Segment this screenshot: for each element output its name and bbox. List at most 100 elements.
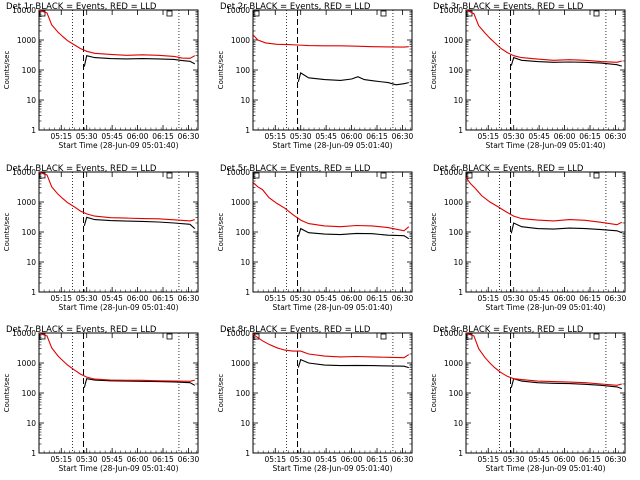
events-series-line bbox=[83, 216, 196, 230]
y-tick-label: 100 bbox=[236, 66, 251, 75]
x-tick-label: 05:15 bbox=[50, 294, 72, 303]
y-axis-label: Counts/sec bbox=[3, 213, 11, 252]
legend-corner-box bbox=[253, 10, 260, 17]
lld-series-line bbox=[466, 333, 622, 386]
x-tick-label: 05:30 bbox=[290, 132, 312, 141]
plot-frame bbox=[465, 332, 626, 454]
y-tick-label: 1 bbox=[458, 126, 463, 135]
legend-corner-box bbox=[593, 333, 600, 340]
x-tick-label: 05:45 bbox=[315, 294, 337, 303]
legend-corner-box bbox=[380, 333, 387, 340]
x-tick-label: 05:45 bbox=[101, 455, 123, 464]
x-tick-label: 06:15 bbox=[579, 455, 601, 464]
x-tick-label: 05:15 bbox=[50, 132, 72, 141]
panel-title: Det 8r BLACK = Events, RED = LLD bbox=[220, 325, 371, 335]
y-axis-label: Counts/sec bbox=[430, 51, 438, 90]
detector-panel: Det 9r BLACK = Events, RED = LLD 1 10 100 10… bbox=[430, 325, 626, 473]
x-tick-label: 05:15 bbox=[264, 294, 286, 303]
y-tick-label: 10000 bbox=[12, 6, 36, 15]
x-axis-label: Start Time (28-Jun-09 05:01:40) bbox=[59, 464, 179, 473]
x-tick-label: 06:15 bbox=[366, 455, 388, 464]
x-tick-label: 06:30 bbox=[178, 455, 200, 464]
plot-frame bbox=[38, 171, 199, 293]
y-tick-label: 1 bbox=[31, 288, 36, 297]
x-tick-label: 06:15 bbox=[152, 294, 174, 303]
y-tick-label: 1000 bbox=[17, 36, 36, 45]
y-tick-label: 1 bbox=[31, 449, 36, 458]
events-series-line bbox=[510, 56, 622, 67]
legend-corner-box bbox=[593, 172, 600, 179]
plot-frame bbox=[38, 9, 199, 131]
panel-title: Det 1r BLACK = Events, RED = LLD bbox=[6, 2, 157, 12]
lld-series-line bbox=[253, 34, 409, 48]
x-tick-label: 05:15 bbox=[477, 455, 499, 464]
legend-corner-box bbox=[166, 333, 173, 340]
panel-title: Det 5r BLACK = Events, RED = LLD bbox=[220, 164, 371, 174]
y-tick-label: 1 bbox=[31, 126, 36, 135]
y-tick-label: 10000 bbox=[12, 168, 36, 177]
x-tick-label: 06:30 bbox=[605, 132, 627, 141]
legend-corner-box bbox=[593, 10, 600, 17]
x-tick-label: 06:30 bbox=[178, 294, 200, 303]
x-axis-label: Start Time (28-Jun-09 05:01:40) bbox=[59, 303, 179, 312]
y-axis-label: Counts/sec bbox=[3, 51, 11, 90]
x-tick-label: 06:15 bbox=[152, 455, 174, 464]
x-tick-label: 06:15 bbox=[366, 294, 388, 303]
events-series-line bbox=[510, 222, 623, 234]
x-axis-label: Start Time (28-Jun-09 05:01:40) bbox=[273, 141, 393, 150]
y-tick-label: 10 bbox=[453, 258, 463, 267]
legend-corner-box bbox=[166, 172, 173, 179]
x-tick-label: 05:30 bbox=[503, 455, 525, 464]
lld-series-line bbox=[253, 181, 410, 232]
x-tick-label: 05:30 bbox=[290, 455, 312, 464]
events-series-line bbox=[297, 227, 410, 240]
x-tick-label: 05:45 bbox=[528, 294, 550, 303]
x-tick-label: 05:30 bbox=[503, 294, 525, 303]
events-series-line bbox=[83, 378, 196, 388]
y-tick-label: 10000 bbox=[439, 6, 463, 15]
y-tick-label: 100 bbox=[22, 228, 37, 237]
y-tick-label: 10000 bbox=[12, 329, 36, 338]
y-tick-label: 10 bbox=[26, 419, 36, 428]
panel-title: Det 2r BLACK = Events, RED = LLD bbox=[220, 2, 371, 12]
detector-panel: Det 4r BLACK = Events, RED = LLD 1 10 100 10… bbox=[3, 164, 199, 312]
legend-corner-box bbox=[253, 333, 260, 340]
y-axis-label: Counts/sec bbox=[217, 213, 225, 252]
x-axis-label: Start Time (28-Jun-09 05:01:40) bbox=[59, 141, 179, 150]
y-tick-label: 1000 bbox=[444, 359, 463, 368]
y-tick-label: 10 bbox=[240, 258, 250, 267]
y-tick-label: 1 bbox=[245, 449, 250, 458]
x-axis-label: Start Time (28-Jun-09 05:01:40) bbox=[486, 464, 606, 473]
x-tick-label: 05:45 bbox=[315, 455, 337, 464]
detector-panel: Det 3r BLACK = Events, RED = LLD 1 10 100 10… bbox=[430, 2, 626, 150]
x-tick-label: 06:30 bbox=[392, 132, 414, 141]
events-series-line bbox=[297, 72, 409, 86]
x-tick-label: 05:30 bbox=[290, 294, 312, 303]
detector-panel: Det 5r BLACK = Events, RED = LLD 1 10 100 10… bbox=[217, 164, 413, 312]
x-tick-label: 06:00 bbox=[341, 294, 363, 303]
y-tick-label: 1000 bbox=[444, 36, 463, 45]
panel-title: Det 9r BLACK = Events, RED = LLD bbox=[433, 325, 584, 335]
x-axis-label: Start Time (28-Jun-09 05:01:40) bbox=[273, 464, 393, 473]
detector-panel: Det 8r BLACK = Events, RED = LLD 1 10 100 10… bbox=[217, 325, 413, 473]
y-tick-label: 10000 bbox=[439, 168, 463, 177]
x-tick-label: 05:30 bbox=[76, 455, 98, 464]
legend-corner-box bbox=[466, 172, 473, 179]
x-tick-label: 06:30 bbox=[605, 294, 627, 303]
events-series-line bbox=[297, 358, 409, 369]
panel-title: Det 4r BLACK = Events, RED = LLD bbox=[6, 164, 157, 174]
x-tick-label: 06:15 bbox=[366, 132, 388, 141]
x-axis-label: Start Time (28-Jun-09 05:01:40) bbox=[486, 303, 606, 312]
plot-frame bbox=[465, 9, 626, 131]
y-tick-label: 100 bbox=[449, 389, 464, 398]
y-tick-label: 100 bbox=[22, 389, 37, 398]
y-tick-label: 1000 bbox=[231, 198, 250, 207]
plot-frame bbox=[252, 171, 413, 293]
detector-panel: Det 1r BLACK = Events, RED = LLD 1 10 100 10… bbox=[3, 2, 199, 150]
x-axis-label: Start Time (28-Jun-09 05:01:40) bbox=[273, 303, 393, 312]
y-tick-label: 10000 bbox=[226, 329, 250, 338]
x-tick-label: 06:00 bbox=[127, 455, 149, 464]
y-axis-label: Counts/sec bbox=[217, 374, 225, 413]
detector-panel: Det 7r BLACK = Events, RED = LLD 1 10 100 10… bbox=[3, 325, 199, 473]
y-tick-label: 10 bbox=[453, 419, 463, 428]
